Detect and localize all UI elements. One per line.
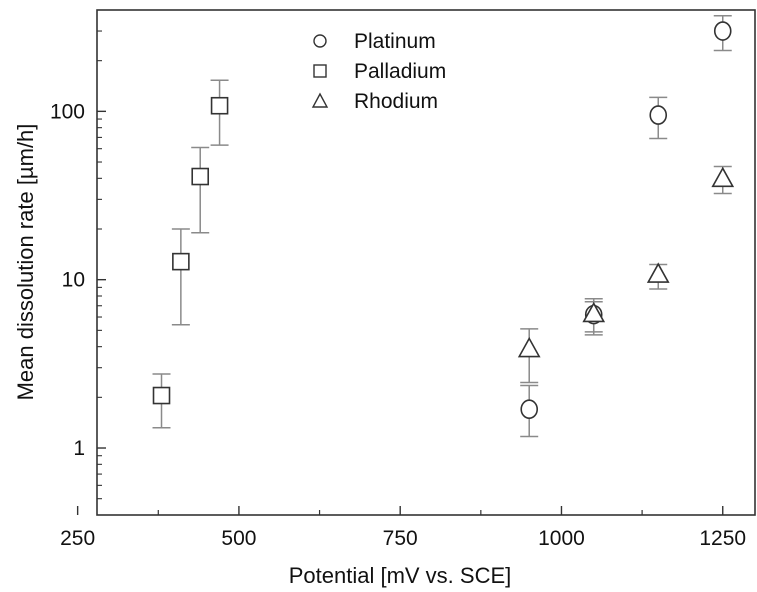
platinum-marker xyxy=(713,21,732,41)
plot-frame xyxy=(96,9,756,516)
rhodium-marker xyxy=(711,166,735,188)
legend-item-platinum: Platinum xyxy=(313,30,436,53)
rhodium-marker xyxy=(646,262,670,283)
y-axis: 1 10 100 xyxy=(50,30,106,500)
y-tick-label: 1 xyxy=(73,437,85,460)
legend-label: Palladium xyxy=(354,60,446,83)
x-axis: 250 500 750 1000 1250 xyxy=(60,506,746,550)
legend-item-rhodium: Rhodium xyxy=(311,90,438,113)
palladium-marker xyxy=(172,252,190,271)
legend: Platinum Palladium Rhodium xyxy=(311,30,446,113)
x-tick-label: 1000 xyxy=(538,527,585,550)
x-tick-label: 250 xyxy=(60,527,95,550)
legend-label: Rhodium xyxy=(354,90,438,113)
platinum-marker xyxy=(649,105,668,125)
x-tick-label: 500 xyxy=(221,527,256,550)
x-axis-title: Potential [mV vs. SCE] xyxy=(289,563,512,588)
x-tick-label: 750 xyxy=(383,527,418,550)
y-tick-label: 100 xyxy=(50,100,85,123)
palladium-marker xyxy=(210,96,229,115)
data-markers xyxy=(152,21,735,420)
legend-marker xyxy=(311,92,329,108)
legend-marker xyxy=(313,34,327,48)
rhodium-marker xyxy=(517,336,541,358)
rhodium-marker xyxy=(582,301,606,323)
palladium-marker xyxy=(191,167,210,186)
platinum-marker xyxy=(520,399,539,420)
y-tick-label: 10 xyxy=(62,269,85,292)
legend-label: Platinum xyxy=(354,30,436,53)
y-axis-title: Mean dissolution rate [µm/h] xyxy=(13,124,38,401)
legend-item-palladium: Palladium xyxy=(313,60,446,83)
x-tick-label: 1250 xyxy=(699,527,746,550)
legend-marker xyxy=(313,64,327,78)
palladium-marker xyxy=(152,386,171,405)
